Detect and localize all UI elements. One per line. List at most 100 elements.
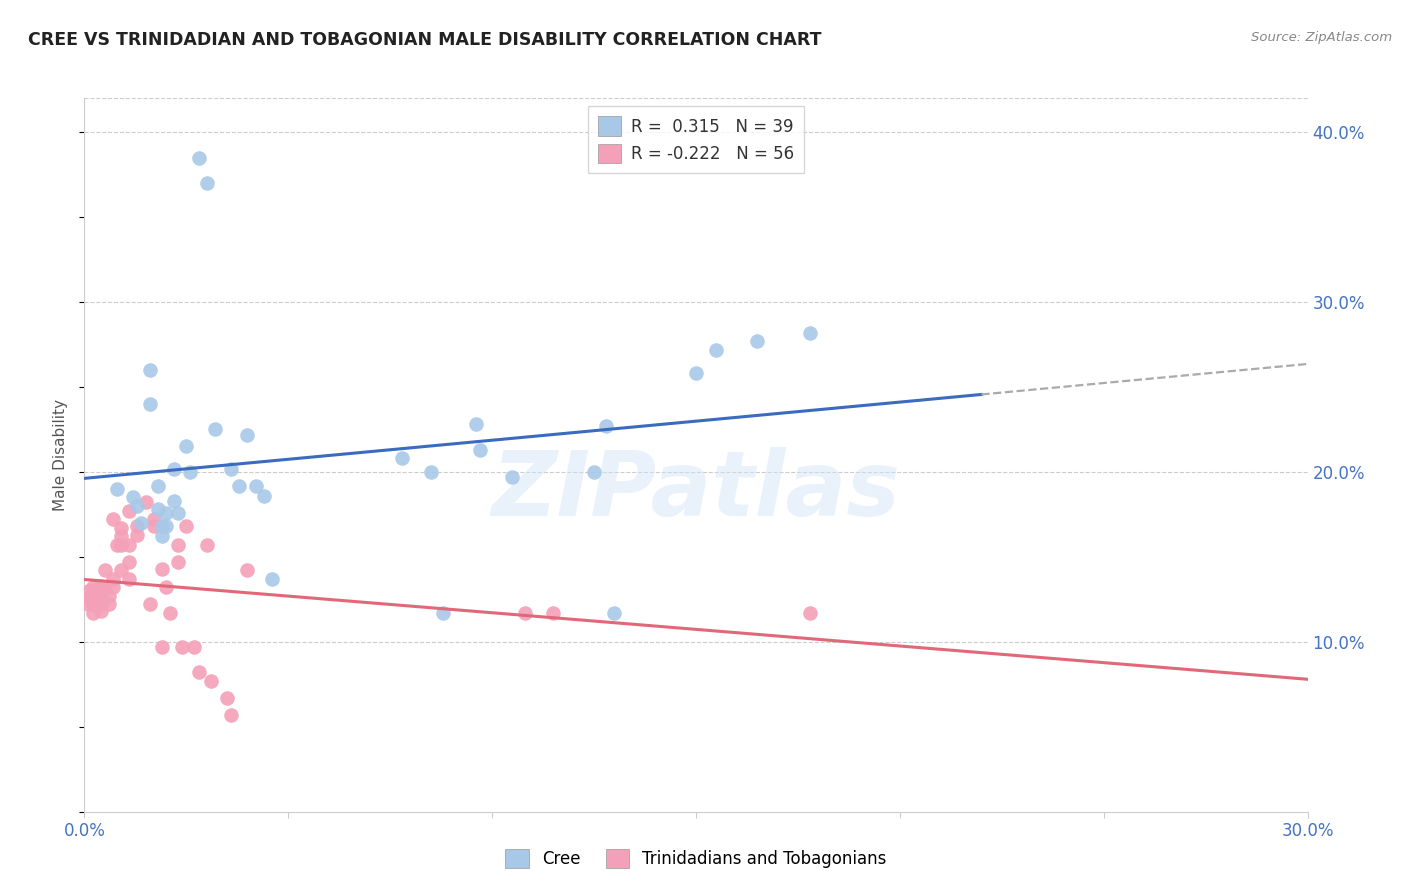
Point [468,442,491,457]
Point [150,562,173,576]
Point [595,419,617,434]
Point [110,564,132,578]
Point [97,598,120,612]
Point [90,587,112,601]
Legend: Cree, Trinidadians and Tobagonians: Cree, Trinidadians and Tobagonians [499,842,893,875]
Point [138,598,160,612]
Point [179,465,201,479]
Point [236,427,259,442]
Point [105,538,128,552]
Point [86,598,108,612]
Point [245,478,267,492]
Point [82,598,104,612]
Point [138,363,160,377]
Text: Source: ZipAtlas.com: Source: ZipAtlas.com [1251,31,1392,45]
Point [146,502,169,516]
Point [86,582,108,596]
Point [195,538,218,552]
Point [82,581,104,595]
Point [105,482,128,496]
Point [543,606,565,620]
Point [122,491,145,505]
Point [150,519,173,533]
Point [176,519,198,533]
Point [219,461,242,475]
Point [167,538,190,552]
Point [131,516,153,530]
Point [187,665,209,680]
Point [118,538,141,552]
Point [685,367,707,381]
Point [155,581,177,595]
Point [464,417,486,432]
Point [127,528,149,542]
Point [138,397,160,411]
Point [603,606,626,620]
Point [502,470,524,484]
Point [118,555,141,569]
Point [97,589,120,603]
Point [90,598,112,612]
Point [127,499,149,513]
Point [167,555,190,569]
Point [219,707,242,722]
Point [260,572,283,586]
Point [706,343,728,357]
Point [217,690,239,705]
Point [101,572,124,586]
Point [583,465,606,479]
Point [195,176,218,190]
Point [159,606,181,620]
Y-axis label: Male Disability: Male Disability [53,399,69,511]
Point [142,512,165,526]
Point [163,493,186,508]
Point [77,598,100,612]
Point [420,465,443,479]
Point [236,564,259,578]
Point [77,583,100,598]
Point [155,506,177,520]
Point [432,606,454,620]
Point [183,640,205,654]
Point [228,478,250,492]
Point [150,640,173,654]
Point [163,461,186,475]
Point [86,589,108,603]
Text: CREE VS TRINIDADIAN AND TOBAGONIAN MALE DISABILITY CORRELATION CHART: CREE VS TRINIDADIAN AND TOBAGONIAN MALE … [28,31,821,49]
Point [118,504,141,518]
Point [86,582,108,596]
Point [146,478,169,492]
Point [204,422,226,436]
Point [127,519,149,533]
Point [118,572,141,586]
Point [176,439,198,453]
Point [93,564,117,578]
Point [142,519,165,533]
Point [86,589,108,603]
Point [135,495,157,509]
Point [110,521,132,535]
Point [90,579,112,593]
Point [82,587,104,601]
Point [150,529,173,543]
Point [187,151,209,165]
Point [110,529,132,543]
Point [799,326,821,340]
Point [799,606,821,620]
Point [200,673,222,688]
Point [77,591,100,605]
Point [82,606,104,620]
Point [155,519,177,533]
Point [101,512,124,526]
Point [253,489,276,503]
Text: ZIPatlas: ZIPatlas [492,447,900,534]
Point [110,538,132,552]
Point [747,334,769,348]
Point [101,581,124,595]
Point [172,640,194,654]
Point [391,451,413,466]
Point [513,606,536,620]
Point [167,506,190,520]
Point [93,581,117,595]
Point [90,604,112,618]
